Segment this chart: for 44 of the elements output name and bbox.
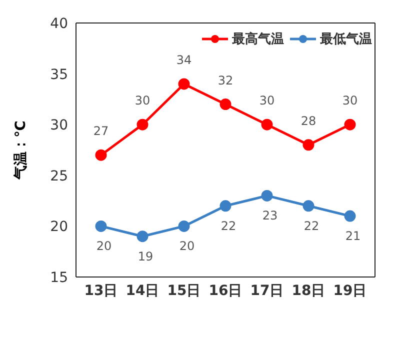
legend-label: 最低气温 xyxy=(319,31,372,48)
point xyxy=(220,98,232,110)
point xyxy=(302,139,314,151)
data-label: 23 xyxy=(262,208,278,223)
x-tick-label: 14日 xyxy=(126,282,160,299)
point xyxy=(344,210,356,222)
data-label: 34 xyxy=(176,52,192,67)
data-label: 28 xyxy=(300,114,316,128)
point xyxy=(178,220,190,232)
data-label: 20 xyxy=(96,239,112,254)
data-label: 22 xyxy=(220,218,236,233)
data-label: 19 xyxy=(138,249,154,264)
point xyxy=(261,190,273,202)
data-label: 32 xyxy=(218,73,234,88)
x-tick-label: 15日 xyxy=(167,282,201,299)
y-tick-label: 20 xyxy=(50,219,68,236)
point xyxy=(95,220,107,232)
y-tick-label: 15 xyxy=(50,270,68,286)
point xyxy=(178,78,190,90)
point xyxy=(136,230,148,242)
x-tick-label: 18日 xyxy=(292,282,326,299)
point xyxy=(344,118,356,130)
legend-label: 最高气温 xyxy=(231,30,284,48)
x-tick-label: 19日 xyxy=(333,282,367,299)
y-tick-label: 40 xyxy=(50,16,68,32)
data-label: 20 xyxy=(179,239,195,254)
point xyxy=(95,149,107,161)
data-label: 30 xyxy=(259,94,275,108)
y-tick-label: 25 xyxy=(50,168,68,184)
x-tick-label: 17日 xyxy=(250,282,284,299)
point xyxy=(261,118,273,130)
y-axis-title: 气温：℃ xyxy=(12,120,29,180)
data-label: 30 xyxy=(134,94,150,108)
y-tick-label: 35 xyxy=(50,66,68,83)
data-label: 27 xyxy=(93,124,109,138)
point xyxy=(302,200,314,212)
data-label: 30 xyxy=(342,94,358,108)
data-label: 21 xyxy=(345,229,361,244)
point xyxy=(136,118,148,130)
data-label: 22 xyxy=(304,218,320,233)
x-tick-label: 13日 xyxy=(84,282,118,299)
x-tick-label: 16日 xyxy=(208,282,242,299)
point xyxy=(220,200,232,212)
y-tick-label: 30 xyxy=(50,118,68,134)
